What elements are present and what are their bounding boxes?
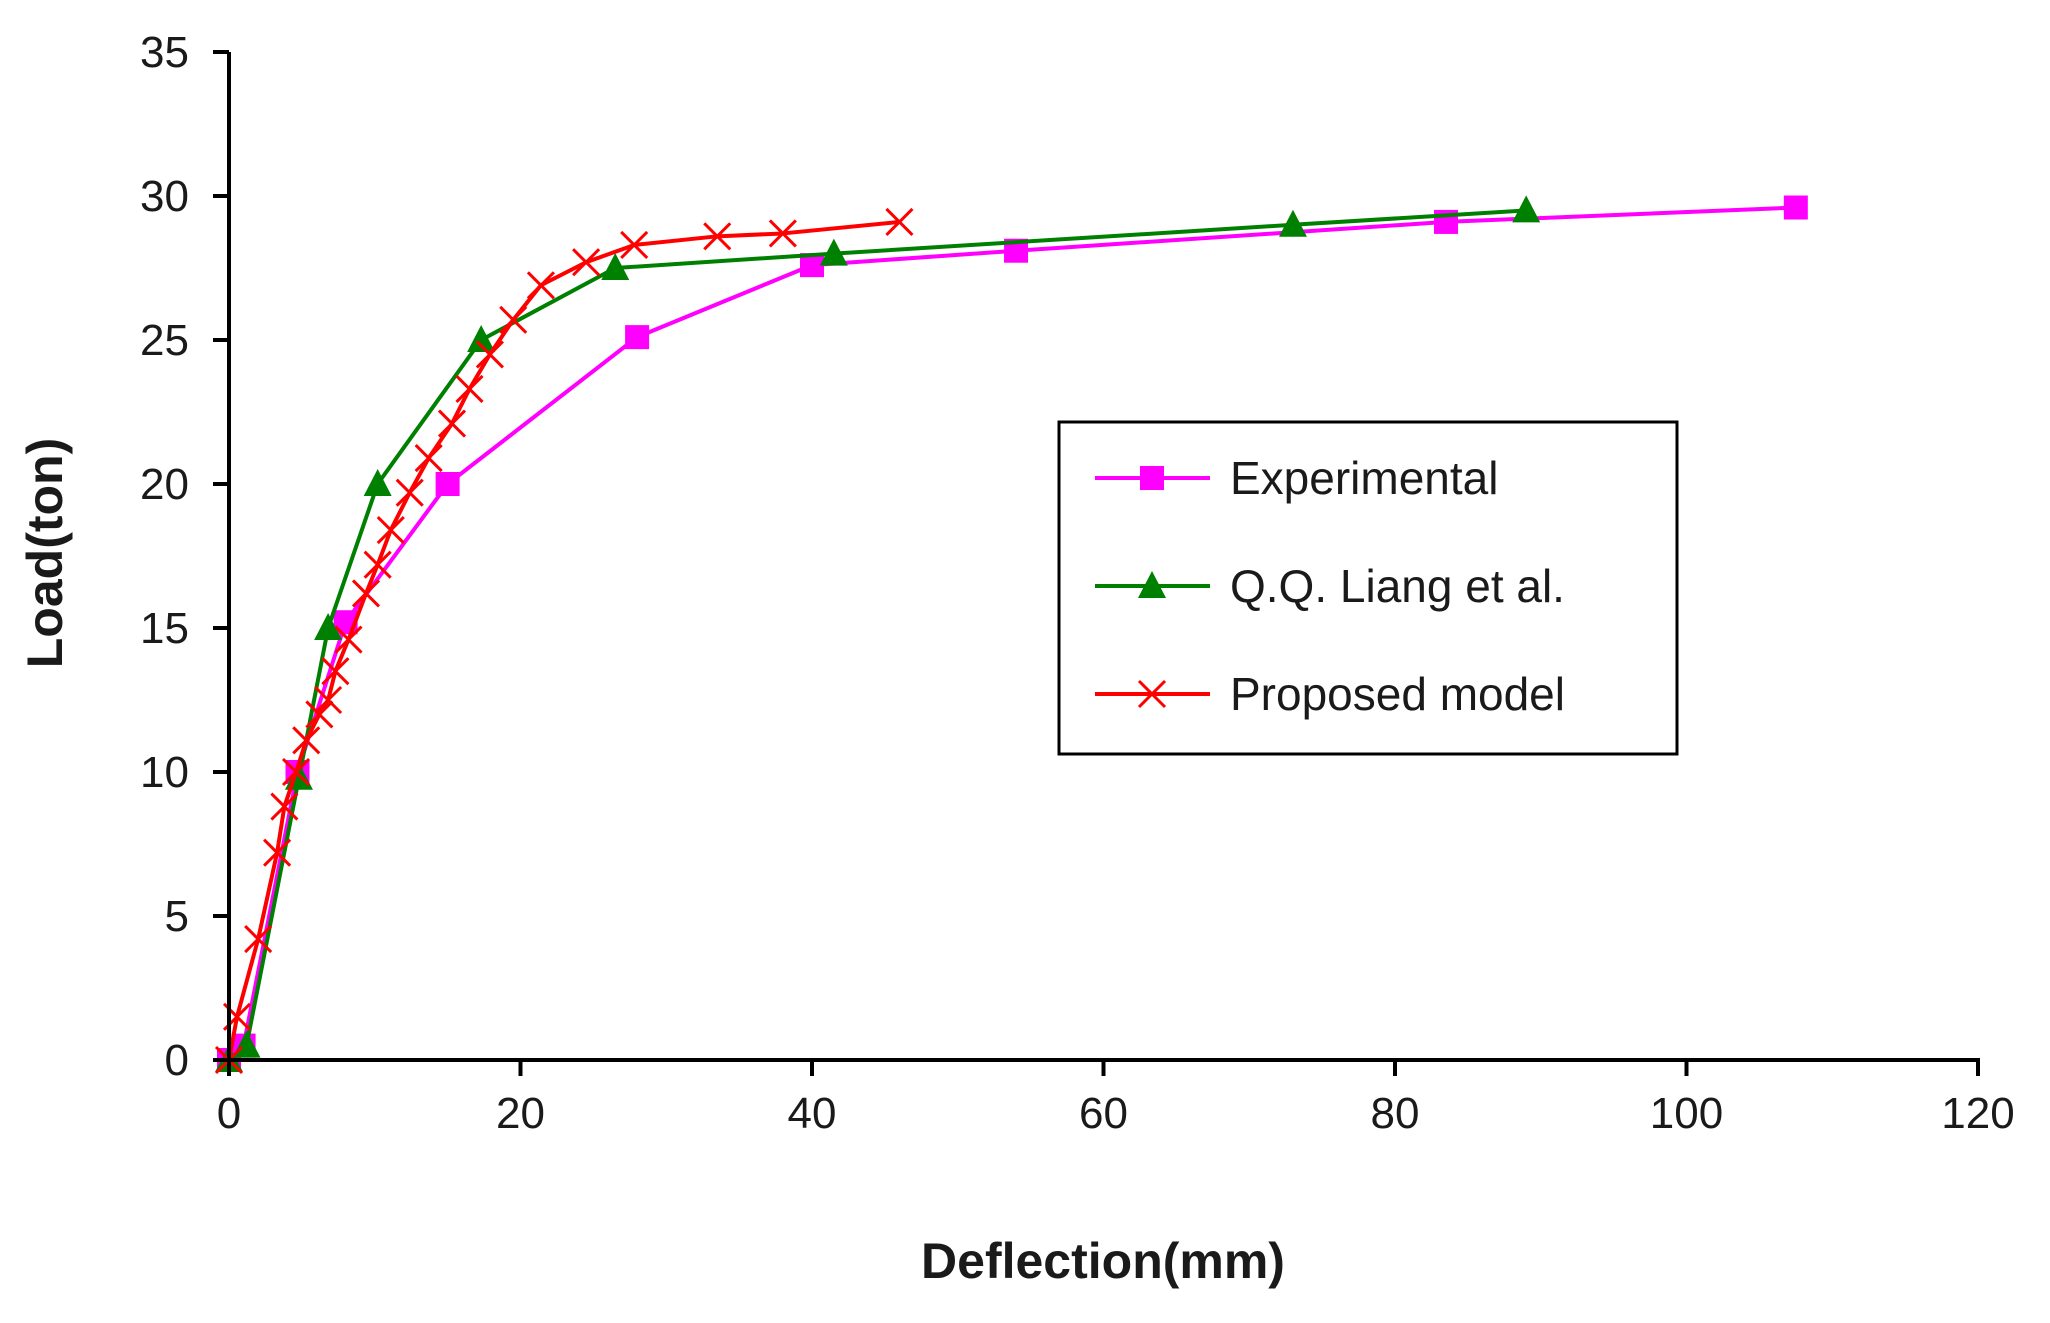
x-tick-label: 80 [1371,1089,1420,1138]
legend-label: Experimental [1230,452,1498,504]
series-line [227,208,1527,1062]
data-point [819,238,848,266]
y-axis-label: Load(ton) [17,438,73,668]
data-point [334,625,363,654]
data-point [414,444,443,473]
data-point [437,409,467,438]
legend-marker [1140,466,1164,490]
y-tick-label: 25 [140,316,189,365]
x-tick-label: 120 [1941,1089,2014,1138]
y-tick-label: 10 [140,748,189,797]
data-point [1512,195,1541,223]
series-line [227,219,900,1061]
data-point [263,838,292,867]
x-tick-label: 20 [496,1089,545,1138]
series-layer [214,195,1808,1075]
data-point [314,685,343,715]
data-point [455,374,484,404]
series-line [227,205,1796,1062]
data-point [363,550,392,579]
data-point [244,924,273,954]
data-point [376,516,405,545]
data-point [572,248,601,277]
legend-items: Experimental Q.Q. Liang et al. Proposed mo… [1095,452,1565,720]
data-point [305,700,334,729]
data-point [475,340,504,369]
data-point [885,207,914,236]
legend-label: Proposed model [1230,668,1565,720]
legend-marker [1138,571,1166,598]
y-tick-label: 0 [165,1036,189,1085]
data-point [768,219,797,248]
legend-item: Experimental [1095,452,1498,504]
legend: Experimental Q.Q. Liang et al. Proposed mo… [1057,420,1679,756]
y-tick-label: 30 [140,172,189,221]
data-point [1278,209,1307,237]
x-tick-label: 100 [1650,1089,1723,1138]
tick-layer: 0 20 40 60 80 100 120 0 5 10 15 20 25 30 35 [140,28,2015,1138]
x-tick-label: 60 [1079,1089,1128,1138]
data-point [1783,195,1808,220]
legend-item: Proposed model [1095,668,1565,720]
y-tick-label: 15 [140,604,189,653]
data-point [620,230,649,260]
x-tick-label: 40 [788,1089,837,1138]
data-point [625,325,650,350]
data-point [281,757,311,787]
data-point [363,469,392,496]
data-point [435,472,460,496]
series-proposed-model [214,207,914,1075]
data-point [499,305,528,334]
x-tick-label: 0 [217,1089,241,1138]
data-point [703,222,732,251]
data-point [351,579,381,608]
data-point [292,726,321,755]
data-point [314,613,343,640]
data-point [395,478,424,507]
y-tick-label: 5 [165,892,189,941]
data-point [467,325,496,352]
legend-item: Q.Q. Liang et al. [1095,560,1565,612]
data-point [270,792,299,821]
y-tick-label: 35 [140,28,189,77]
data-point [601,253,630,280]
legend-marker [1137,679,1167,709]
data-point [526,271,555,300]
x-axis-label: Deflection(mm) [921,1233,1285,1289]
y-tick-label: 20 [140,460,189,509]
legend-label: Q.Q. Liang et al. [1230,560,1565,612]
data-point [321,657,350,686]
